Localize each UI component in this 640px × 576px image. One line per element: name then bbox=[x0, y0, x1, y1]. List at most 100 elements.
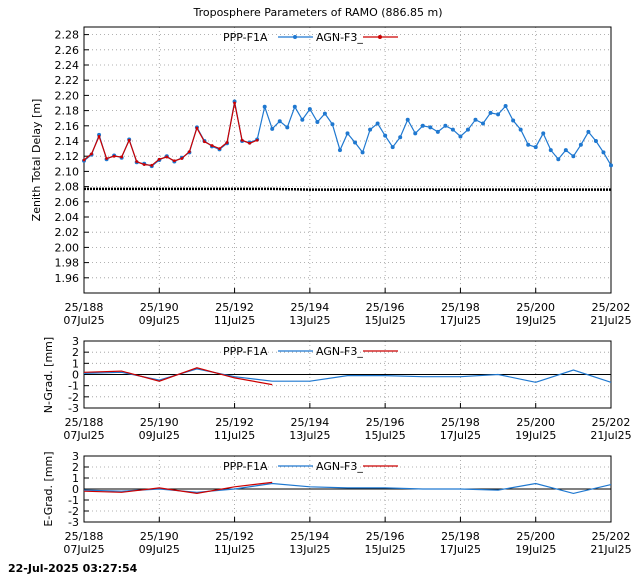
data-point bbox=[180, 157, 184, 160]
data-point bbox=[337, 148, 342, 153]
x-tick-doy: 25/198 bbox=[441, 416, 480, 429]
legend-label: AGN-F3_ bbox=[316, 345, 363, 358]
data-point bbox=[195, 126, 199, 130]
y-axis-label: Zenith Total Delay [m] bbox=[30, 99, 43, 222]
x-tick-doy: 25/190 bbox=[140, 416, 179, 429]
data-point bbox=[541, 131, 546, 136]
x-tick-date: 09Jul25 bbox=[139, 429, 180, 442]
legend-label: AGN-F3_ bbox=[316, 31, 363, 44]
x-tick-date: 11Jul25 bbox=[214, 314, 255, 327]
data-point bbox=[270, 126, 275, 131]
x-tick-doy: 25/194 bbox=[291, 530, 330, 543]
x-tick-date: 15Jul25 bbox=[365, 543, 406, 556]
x-tick-doy: 25/188 bbox=[65, 416, 104, 429]
x-tick-date: 21Jul25 bbox=[590, 543, 631, 556]
x-tick-date: 19Jul25 bbox=[515, 314, 556, 327]
timestamp: 22-Jul-2025 03:27:54 bbox=[8, 562, 138, 575]
data-point bbox=[240, 138, 244, 142]
data-point bbox=[533, 145, 538, 150]
y-tick-label: 1 bbox=[72, 357, 79, 370]
data-point bbox=[135, 160, 139, 163]
y-tick-label: 2.12 bbox=[55, 150, 80, 163]
y-axis-label: E-Grad. [mm] bbox=[42, 451, 55, 526]
plot-frame bbox=[83, 340, 612, 409]
data-point bbox=[105, 157, 108, 160]
data-point bbox=[300, 117, 305, 122]
data-point bbox=[473, 117, 478, 122]
y-tick-label: 2.22 bbox=[55, 74, 80, 87]
x-tick-doy: 25/190 bbox=[140, 530, 179, 543]
x-tick-date: 07Jul25 bbox=[63, 429, 104, 442]
plot-frame bbox=[83, 26, 612, 294]
x-tick-date: 13Jul25 bbox=[289, 429, 330, 442]
data-point bbox=[127, 138, 131, 142]
data-point bbox=[428, 125, 433, 130]
y-tick-label: 2.02 bbox=[55, 226, 80, 239]
data-point bbox=[150, 163, 154, 167]
data-point bbox=[330, 122, 335, 127]
y-tick-label: 2.18 bbox=[55, 105, 80, 118]
y-tick-label: 2 bbox=[72, 346, 79, 359]
x-tick-doy: 25/188 bbox=[65, 301, 104, 314]
y-tick-label: 2.14 bbox=[55, 135, 80, 148]
y-tick-label: 2.20 bbox=[55, 89, 80, 102]
y-tick-label: 2.10 bbox=[55, 165, 80, 178]
legend-label: PPP-F1A bbox=[223, 345, 268, 358]
data-point bbox=[548, 148, 553, 153]
data-point bbox=[586, 129, 591, 134]
x-tick-date: 15Jul25 bbox=[365, 429, 406, 442]
data-point bbox=[511, 118, 516, 123]
data-point bbox=[390, 145, 395, 150]
data-point bbox=[120, 155, 124, 159]
series-line-agn-f3_ bbox=[83, 481, 273, 495]
data-point bbox=[97, 135, 101, 138]
data-point bbox=[285, 125, 290, 130]
x-tick-date: 17Jul25 bbox=[440, 429, 481, 442]
y-tick-label: 3 bbox=[72, 335, 79, 348]
data-point bbox=[112, 154, 116, 158]
x-tick-doy: 25/190 bbox=[140, 301, 179, 314]
data-point bbox=[609, 163, 613, 168]
data-point bbox=[488, 110, 493, 115]
data-point bbox=[368, 127, 373, 132]
data-point bbox=[465, 127, 470, 132]
x-tick-date: 07Jul25 bbox=[63, 314, 104, 327]
data-point bbox=[292, 104, 297, 109]
data-point bbox=[563, 148, 568, 153]
data-point bbox=[481, 121, 486, 126]
y-tick-label: -3 bbox=[68, 516, 79, 529]
data-point bbox=[315, 120, 320, 124]
y-tick-label: 1 bbox=[72, 472, 79, 485]
y-tick-label: 2 bbox=[72, 461, 79, 474]
y-tick-label: -2 bbox=[68, 505, 79, 518]
x-tick-date: 19Jul25 bbox=[515, 543, 556, 556]
data-point bbox=[345, 131, 350, 136]
data-point bbox=[165, 155, 169, 159]
data-point bbox=[203, 140, 206, 144]
data-point bbox=[526, 142, 531, 147]
data-point bbox=[322, 111, 327, 116]
data-point bbox=[496, 112, 501, 117]
data-point bbox=[398, 135, 403, 140]
data-point bbox=[225, 141, 229, 144]
series-line-agn-f3_ bbox=[83, 102, 258, 166]
data-point bbox=[157, 157, 161, 161]
data-point bbox=[556, 157, 561, 162]
y-tick-label: 1.96 bbox=[55, 272, 80, 285]
x-tick-date: 21Jul25 bbox=[590, 314, 631, 327]
x-tick-doy: 25/194 bbox=[291, 416, 330, 429]
x-tick-doy: 25/200 bbox=[516, 416, 555, 429]
data-point bbox=[601, 150, 606, 155]
y-tick-label: 2.28 bbox=[55, 29, 80, 42]
data-point bbox=[233, 101, 236, 105]
data-point bbox=[255, 138, 259, 142]
y-tick-label: 2.08 bbox=[55, 181, 80, 194]
y-tick-label: -3 bbox=[68, 402, 79, 415]
y-tick-label: 2.26 bbox=[55, 44, 80, 57]
data-point bbox=[210, 144, 214, 147]
x-tick-doy: 25/192 bbox=[215, 530, 254, 543]
x-tick-doy: 25/200 bbox=[516, 301, 555, 314]
data-point bbox=[593, 139, 598, 143]
data-point bbox=[172, 159, 176, 163]
